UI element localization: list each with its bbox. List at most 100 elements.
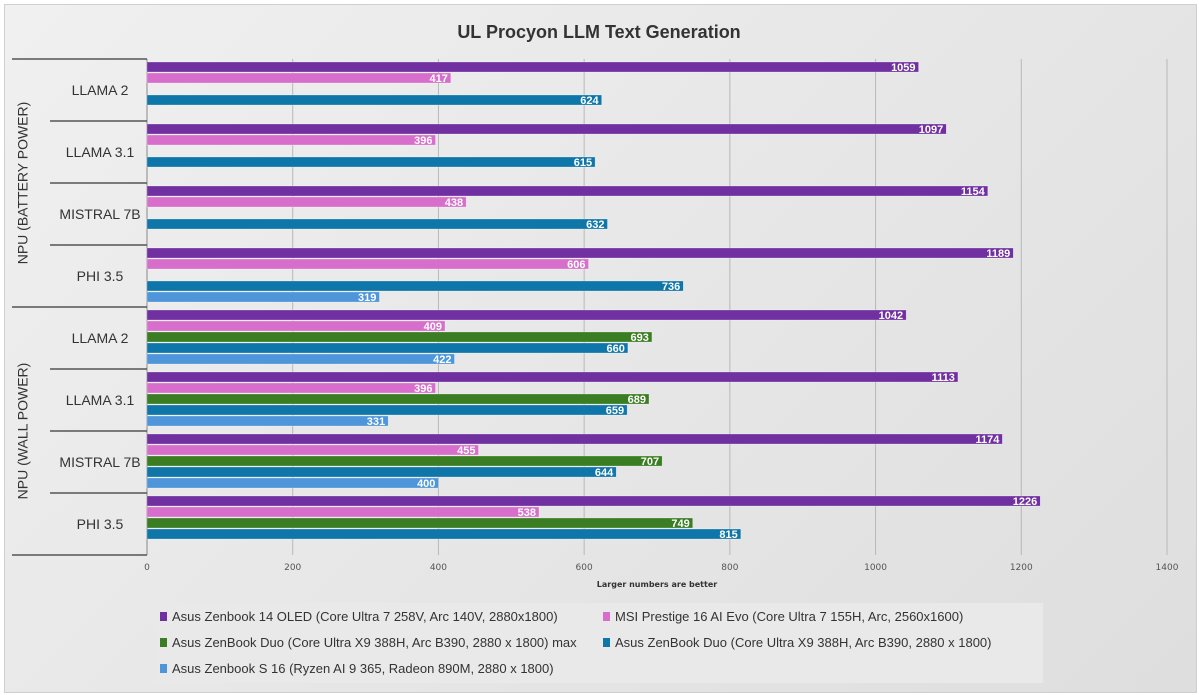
data-label: 606 xyxy=(567,259,585,271)
legend-item: Asus ZenBook Duo (Core Ultra X9 388H, Ar… xyxy=(160,635,577,650)
x-tick-label: 1000 xyxy=(864,563,887,573)
legend-item: MSI Prestige 16 AI Evo (Core Ultra 7 155… xyxy=(603,609,963,624)
bar xyxy=(146,444,479,456)
bar xyxy=(146,280,684,292)
category-label: PHI 3.5 xyxy=(77,516,124,532)
legend: Asus Zenbook 14 OLED (Core Ultra 7 258V,… xyxy=(155,603,1043,683)
legend-label: Asus Zenbook S 16 (Ryzen AI 9 365, Radeo… xyxy=(172,661,554,676)
data-label: 749 xyxy=(671,518,689,530)
x-tick-label: 0 xyxy=(144,563,150,573)
data-label: 1042 xyxy=(879,310,903,322)
data-label: 693 xyxy=(631,332,649,344)
data-label: 396 xyxy=(414,135,432,147)
bar xyxy=(146,61,919,73)
group-label: NPU (BATTERY POWER) xyxy=(15,102,31,265)
bar xyxy=(146,433,1003,445)
x-tick-label: 800 xyxy=(721,563,738,573)
bar xyxy=(146,185,989,197)
data-label: 615 xyxy=(574,157,592,169)
data-label: 1059 xyxy=(891,62,915,74)
x-axis-label: Larger numbers are better xyxy=(597,580,717,589)
data-label: 1226 xyxy=(1013,496,1037,508)
data-label: 331 xyxy=(367,416,385,428)
data-label: 815 xyxy=(719,529,737,541)
legend-label: Asus ZenBook Duo (Core Ultra X9 388H, Ar… xyxy=(172,635,577,650)
data-label: 1189 xyxy=(986,248,1010,260)
bar xyxy=(146,466,617,478)
x-tick-label: 1200 xyxy=(1010,563,1033,573)
category-label: LLAMA 3.1 xyxy=(66,392,135,408)
bar xyxy=(146,382,436,394)
category-label: MISTRAL 7B xyxy=(59,454,140,470)
legend-item: Asus ZenBook Duo (Core Ultra X9 388H, Ar… xyxy=(603,635,991,650)
legend-label: Asus ZenBook Duo (Core Ultra X9 388H, Ar… xyxy=(615,635,992,650)
bar xyxy=(146,404,628,416)
bar xyxy=(146,94,602,106)
data-label: 396 xyxy=(414,383,432,395)
legend-label: Asus Zenbook 14 OLED (Core Ultra 7 258V,… xyxy=(172,609,558,624)
data-label: 409 xyxy=(424,321,442,333)
x-tick-label: 200 xyxy=(284,563,301,573)
legend-swatch xyxy=(603,612,610,621)
bar xyxy=(146,134,436,146)
bar xyxy=(146,506,540,518)
legend-swatch xyxy=(160,612,167,621)
group-label: NPU (WALL POWER) xyxy=(15,363,31,500)
data-label: 632 xyxy=(586,219,604,231)
data-label: 736 xyxy=(662,281,680,293)
data-label: 455 xyxy=(457,445,475,457)
data-label: 644 xyxy=(595,467,614,479)
bar xyxy=(146,196,467,208)
data-label: 417 xyxy=(429,73,447,85)
data-label: 689 xyxy=(628,394,646,406)
data-label: 438 xyxy=(445,197,463,209)
bar xyxy=(146,258,589,270)
legend-item: Asus Zenbook S 16 (Ryzen AI 9 365, Radeo… xyxy=(160,661,554,676)
bar xyxy=(146,353,455,365)
data-label: 1113 xyxy=(932,372,955,384)
bar xyxy=(146,393,650,405)
data-label: 624 xyxy=(580,95,599,107)
bar xyxy=(146,218,608,230)
bar xyxy=(146,156,596,168)
legend-item: Asus Zenbook 14 OLED (Core Ultra 7 258V,… xyxy=(160,609,558,624)
legend-swatch xyxy=(160,664,167,673)
data-label: 1174 xyxy=(975,434,1000,446)
bar xyxy=(146,477,439,489)
bar xyxy=(146,342,629,354)
bar xyxy=(146,371,959,383)
bar xyxy=(146,247,1014,259)
bar xyxy=(146,309,907,321)
data-label: 319 xyxy=(358,292,376,304)
data-label: 707 xyxy=(641,456,659,468)
data-label: 422 xyxy=(433,354,451,366)
data-label: 400 xyxy=(417,478,435,490)
x-tick-label: 1400 xyxy=(1156,563,1179,573)
x-tick-label: 600 xyxy=(576,563,593,573)
bar xyxy=(146,415,389,427)
bar xyxy=(146,455,663,467)
category-label: MISTRAL 7B xyxy=(59,206,140,222)
category-label: LLAMA 2 xyxy=(72,330,129,346)
bar xyxy=(146,331,653,343)
bar xyxy=(146,528,742,540)
bar xyxy=(146,291,380,303)
data-label: 660 xyxy=(606,343,624,355)
legend-label: MSI Prestige 16 AI Evo (Core Ultra 7 155… xyxy=(615,609,964,624)
data-label: 1097 xyxy=(919,124,943,136)
data-label: 659 xyxy=(606,405,624,417)
legend-swatch xyxy=(160,638,167,647)
legend-swatch xyxy=(603,638,610,647)
category-label: PHI 3.5 xyxy=(77,268,124,284)
bar xyxy=(146,320,446,332)
bar xyxy=(146,72,452,84)
chart-title: UL Procyon LLM Text Generation xyxy=(457,22,740,42)
category-label: LLAMA 2 xyxy=(72,82,129,98)
bar xyxy=(146,123,947,135)
bar xyxy=(146,517,693,529)
category-label: LLAMA 3.1 xyxy=(66,144,135,160)
x-tick-label: 400 xyxy=(430,563,447,573)
bar xyxy=(146,495,1041,507)
data-label: 1154 xyxy=(961,186,986,198)
